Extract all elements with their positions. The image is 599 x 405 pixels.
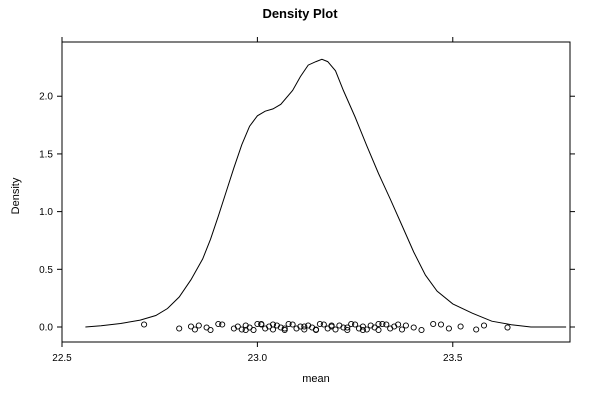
- x-axis-label: mean: [302, 373, 330, 385]
- rug-point: [375, 320, 382, 328]
- rug-point: [383, 321, 390, 328]
- rug-point: [242, 326, 249, 334]
- rug-point: [191, 326, 198, 333]
- y-tick-label: 1.0: [39, 207, 53, 218]
- rug-point: [238, 326, 245, 333]
- x-tick-label: 22.5: [52, 353, 72, 364]
- rug-point: [215, 320, 222, 328]
- y-axis-right: [570, 95, 575, 328]
- rug-point: [344, 326, 351, 334]
- rug-point: [379, 320, 386, 328]
- rug-points: [141, 320, 511, 334]
- rug-point: [320, 321, 327, 328]
- rug-point: [195, 322, 202, 329]
- rug-point: [352, 321, 359, 328]
- density-curve: [85, 58, 567, 328]
- x-axis-bottom: 22.5 23.0 23.5: [52, 342, 463, 364]
- rug-point: [402, 322, 409, 329]
- rug-point: [301, 326, 308, 333]
- rug-point: [398, 326, 406, 333]
- rug-point: [312, 326, 320, 333]
- x-axis-top: [61, 37, 454, 42]
- rug-point: [269, 321, 277, 328]
- rug-point: [234, 323, 241, 330]
- rug-point: [480, 322, 488, 329]
- rug-point: [289, 321, 296, 328]
- rug-point: [395, 321, 402, 328]
- rug-point: [473, 326, 480, 333]
- rug-point: [301, 323, 308, 330]
- rug-point: [363, 326, 370, 333]
- rug-point: [430, 320, 437, 328]
- rug-point: [285, 320, 292, 328]
- rug-point: [332, 326, 339, 333]
- x-tick-label: 23.0: [248, 353, 268, 364]
- rug-point: [219, 321, 226, 328]
- rug-point: [418, 326, 425, 334]
- y-tick-label: 2.0: [39, 92, 53, 103]
- rug-point: [187, 323, 195, 330]
- y-axis-label: Density: [10, 177, 22, 214]
- x-tick-label: 23.5: [443, 353, 463, 364]
- chart-title: Density Plot: [262, 6, 338, 21]
- y-tick-label: 0.0: [39, 323, 53, 334]
- rug-point: [316, 320, 323, 328]
- rug-point: [297, 323, 304, 330]
- rug-point: [207, 326, 214, 334]
- rug-point: [254, 320, 261, 328]
- rug-point: [410, 324, 417, 331]
- y-tick-label: 0.5: [39, 265, 53, 276]
- rug-point: [504, 324, 511, 331]
- rug-point: [445, 325, 452, 332]
- y-tick-label: 1.5: [39, 149, 53, 160]
- rug-point: [328, 322, 335, 329]
- rug-point: [176, 325, 183, 332]
- rug-point: [141, 321, 148, 328]
- rug-point: [457, 323, 464, 330]
- rug-point: [281, 325, 288, 332]
- rug-point: [375, 326, 382, 334]
- rug-point: [344, 324, 351, 331]
- rug-point: [359, 323, 366, 330]
- rug-point: [437, 321, 445, 328]
- plot-frame: [61, 41, 571, 343]
- rug-point: [348, 320, 355, 328]
- rug-point: [258, 320, 265, 328]
- y-axis-left: 0.0 0.5 1.0 1.5 2.0: [39, 92, 62, 334]
- rug-point: [250, 326, 257, 334]
- rug-point: [359, 326, 366, 334]
